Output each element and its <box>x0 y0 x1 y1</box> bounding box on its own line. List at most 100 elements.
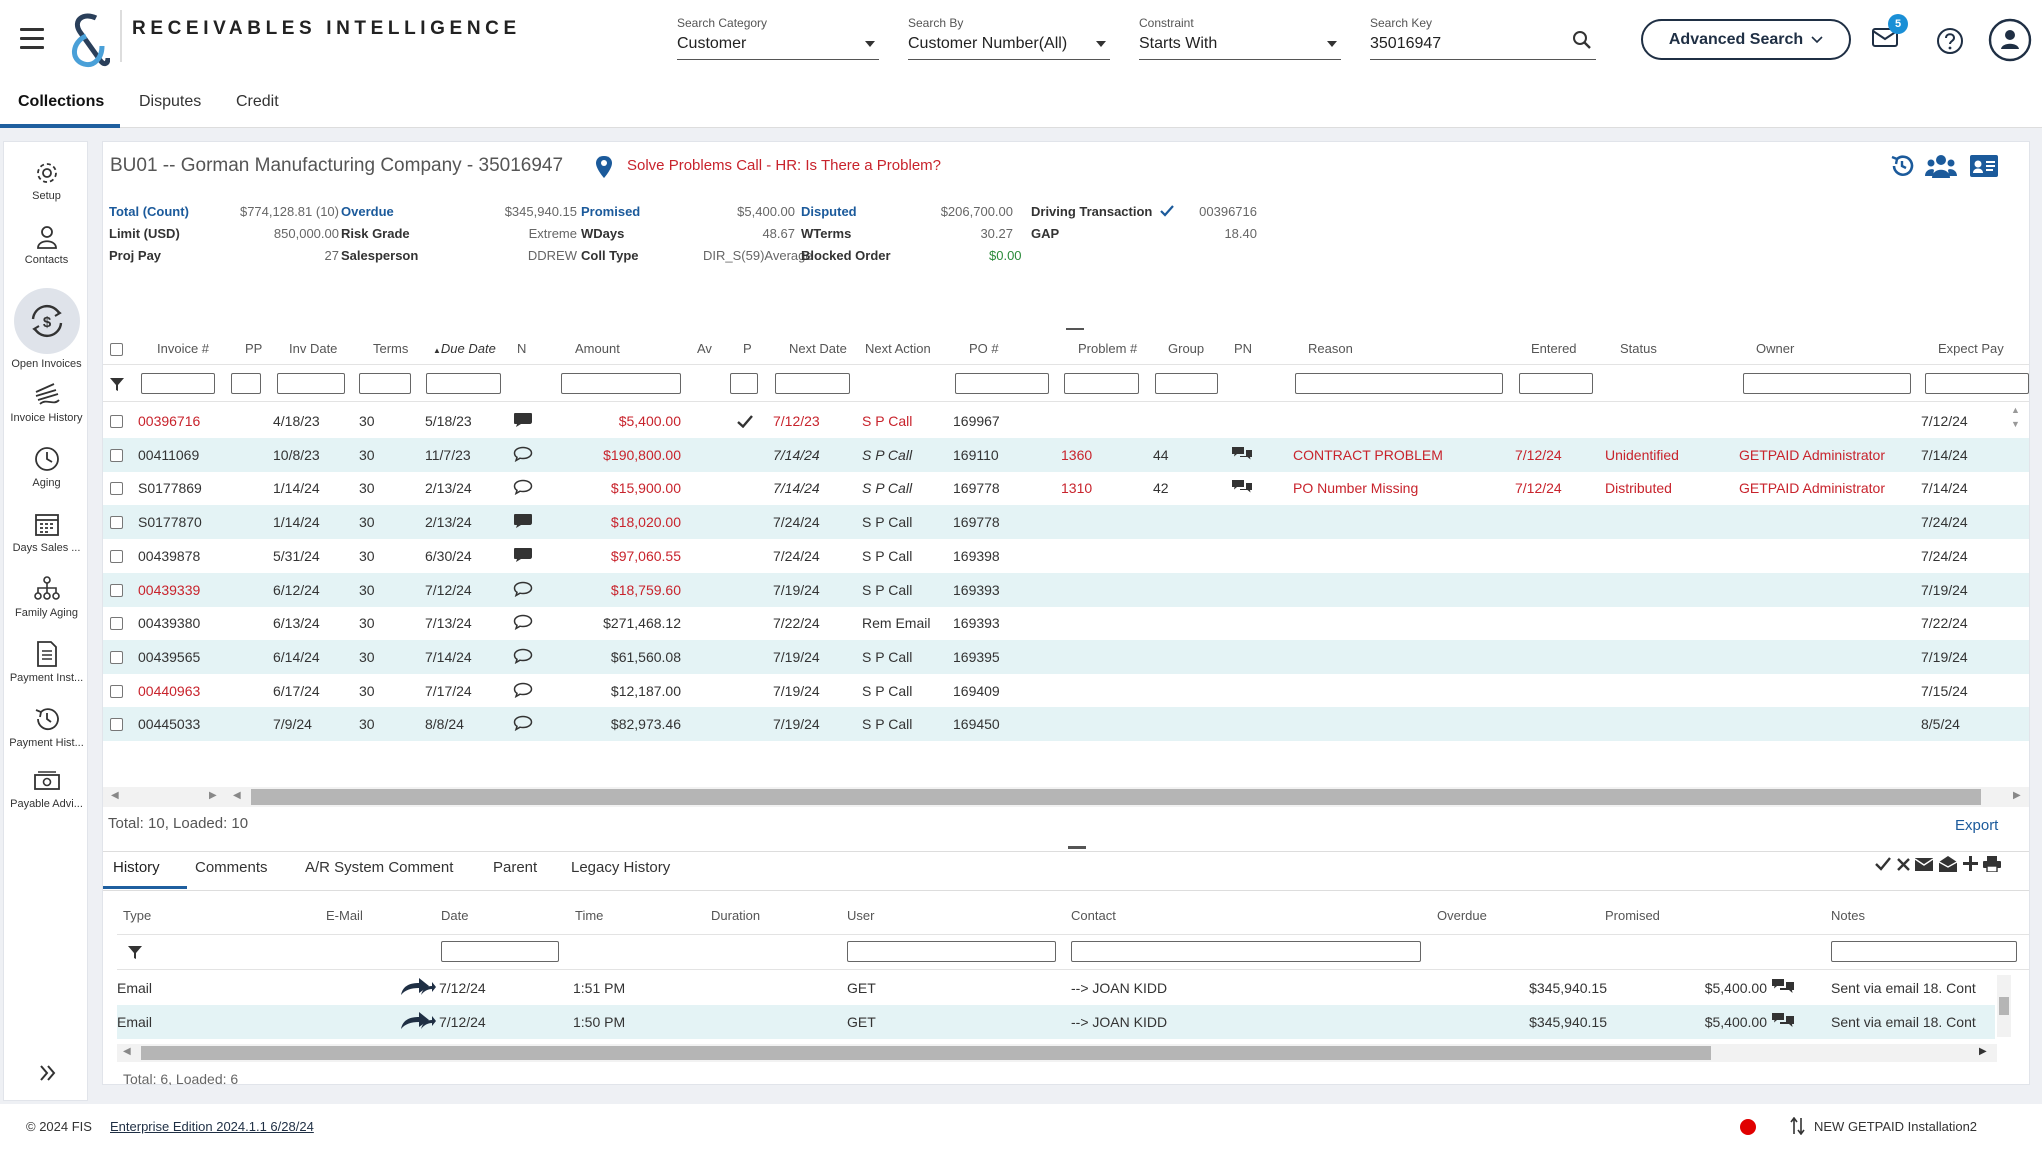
alert-message[interactable]: Solve Problems Call - HR: Is There a Pro… <box>627 157 942 174</box>
filter-input[interactable] <box>955 373 1049 394</box>
horizontal-scrollbar[interactable]: ◀ ▶ <box>117 1044 1997 1062</box>
check-icon[interactable] <box>1875 857 1891 871</box>
column-header[interactable]: Entered <box>1531 341 1577 356</box>
rail-item-payable-advice[interactable]: Payable Advi... <box>4 770 89 810</box>
tab-comments[interactable]: Comments <box>195 859 268 876</box>
column-header[interactable]: Date <box>441 908 469 923</box>
tab-collections[interactable]: Collections <box>18 93 105 110</box>
rail-item-contacts[interactable]: Contacts <box>4 224 89 266</box>
comment-filled-icon[interactable] <box>513 412 533 431</box>
filter-input[interactable] <box>1743 373 1911 394</box>
rail-item-aging[interactable]: Aging <box>4 445 89 489</box>
table-row[interactable]: S0177870 1/14/24 30 2/13/24 $18,020.00 7/24/2… <box>103 505 2029 540</box>
column-header[interactable]: P <box>743 341 752 356</box>
column-header[interactable]: Notes <box>1831 908 1865 923</box>
comments-icon[interactable] <box>1771 978 1795 999</box>
rail-item-family-aging[interactable]: Family Aging <box>4 575 89 619</box>
print-icon[interactable] <box>1983 856 2001 872</box>
filter-input[interactable] <box>847 941 1056 962</box>
constraint-select[interactable]: Constraint Starts With <box>1139 16 1341 60</box>
contact-card-icon[interactable] <box>1969 154 1999 178</box>
search-by-select[interactable]: Search By Customer Number(All) <box>908 16 1110 60</box>
search-key-value[interactable]: 35016947 <box>1370 35 1442 52</box>
column-header[interactable]: Invoice # <box>157 341 210 356</box>
comment-filled-icon[interactable] <box>513 547 533 566</box>
scroll-left-icon[interactable]: ◀ <box>233 790 241 801</box>
envelope-icon[interactable] <box>1915 858 1933 871</box>
column-header[interactable]: Overdue <box>1437 908 1487 923</box>
select-all-checkbox[interactable] <box>110 343 123 356</box>
tab-legacy-history[interactable]: Legacy History <box>571 859 671 876</box>
filter-input[interactable] <box>1155 373 1218 394</box>
export-link[interactable]: Export <box>1955 817 1999 834</box>
table-row[interactable]: 00396716 4/18/23 30 5/18/23 $5,400.00 7/12/23… <box>103 404 2029 438</box>
column-header[interactable]: Group <box>1168 341 1205 356</box>
column-header[interactable]: E-Mail <box>326 908 363 923</box>
rail-item-setup[interactable]: Setup <box>4 160 89 202</box>
comments-icon[interactable] <box>1231 479 1253 498</box>
row-checkbox[interactable] <box>110 516 123 530</box>
tab-ar-system-comment[interactable]: A/R System Comment <box>305 859 454 876</box>
filter-icon[interactable] <box>109 376 125 392</box>
invoice-number[interactable]: 00440963 <box>138 682 201 699</box>
row-checkbox[interactable] <box>110 448 123 462</box>
scroll-right-icon[interactable]: ▶ <box>209 790 217 801</box>
filter-input[interactable] <box>277 373 345 394</box>
row-checkbox[interactable] <box>110 415 123 428</box>
forward-email-icon[interactable] <box>399 1011 437 1034</box>
scroll-up-icon[interactable]: ▲ <box>2011 405 2020 415</box>
column-header[interactable]: PO # <box>969 341 999 356</box>
column-header[interactable]: Terms <box>373 341 409 356</box>
filter-input[interactable] <box>441 941 559 962</box>
filter-input[interactable] <box>1519 373 1593 394</box>
invoice-number[interactable]: 00439565 <box>138 648 201 665</box>
column-header[interactable]: Reason <box>1308 341 1353 356</box>
column-header[interactable]: Owner <box>1756 341 1795 356</box>
close-icon[interactable] <box>1897 858 1910 871</box>
scroll-left-icon[interactable]: ◀ <box>123 1046 131 1057</box>
column-header[interactable]: PP <box>245 341 263 356</box>
forward-email-icon[interactable] <box>399 977 437 1000</box>
column-header[interactable]: Inv Date <box>289 341 338 356</box>
comments-icon[interactable] <box>1231 446 1253 465</box>
table-row[interactable]: 00440963 6/17/24 30 7/17/24 $12,187.00 7/19/2… <box>103 674 2029 708</box>
comment-icon[interactable] <box>513 682 533 701</box>
filter-input[interactable] <box>730 373 758 394</box>
row-checkbox[interactable] <box>110 549 123 563</box>
invoice-number[interactable]: 00411069 <box>138 446 200 463</box>
table-row[interactable]: 00439339 6/12/24 30 7/12/24 $18,759.60 7/19/2… <box>103 572 2029 607</box>
invoice-number[interactable]: S0177869 <box>138 480 202 497</box>
comment-icon[interactable] <box>513 581 533 600</box>
column-header[interactable]: Expect Pay <box>1938 341 2004 356</box>
row-checkbox[interactable] <box>110 684 123 698</box>
invoice-number[interactable]: 00439878 <box>138 547 201 564</box>
help-icon[interactable] <box>1936 27 1964 55</box>
filter-icon[interactable] <box>127 944 143 960</box>
search-category-select[interactable]: Search Category Customer <box>677 16 879 60</box>
invoice-number[interactable]: 00439339 <box>138 581 201 598</box>
row-checkbox[interactable] <box>110 583 123 597</box>
expand-rail-icon[interactable] <box>38 1064 58 1082</box>
scroll-right-icon[interactable]: ▶ <box>2013 790 2021 801</box>
scrollbar-thumb[interactable] <box>141 1046 1711 1060</box>
comment-icon[interactable] <box>513 479 533 498</box>
tab-parent[interactable]: Parent <box>493 859 538 876</box>
scroll-right-icon[interactable]: ▶ <box>1979 1046 1987 1057</box>
row-checkbox[interactable] <box>110 482 123 496</box>
summary-value[interactable]: 00396716 <box>1199 204 1257 219</box>
location-pin-icon[interactable] <box>595 155 613 179</box>
comment-icon[interactable] <box>513 648 533 667</box>
scrollbar-thumb[interactable] <box>1999 997 2009 1015</box>
scroll-down-icon[interactable]: ▼ <box>2011 419 2020 429</box>
filter-input[interactable] <box>1925 373 2029 394</box>
scroll-left-icon[interactable]: ◀ <box>111 790 119 801</box>
user-profile-icon[interactable] <box>1988 18 2032 62</box>
column-header[interactable]: N <box>517 341 527 356</box>
rail-item-payment-instructions[interactable]: Payment Inst... <box>4 640 89 684</box>
horizontal-scrollbar[interactable]: ◀ ▶ ◀ ▶ <box>103 787 2029 807</box>
table-row[interactable]: Email 7/12/24 1:50 PM GET --> JOAN KIDD $345,… <box>117 1004 1995 1039</box>
history-icon[interactable] <box>1889 153 1915 179</box>
menu-icon[interactable] <box>0 0 60 80</box>
edition-link[interactable]: Enterprise Edition 2024.1.1 6/28/24 <box>110 1119 314 1134</box>
tab-disputes[interactable]: Disputes <box>139 93 202 110</box>
